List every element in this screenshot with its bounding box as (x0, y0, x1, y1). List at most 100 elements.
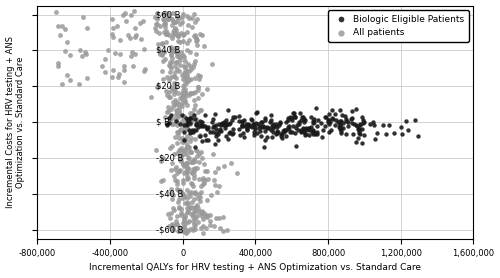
Biologic Eligible Patients (286, 115, 294, 120)
Biologic Eligible Patients (202, 137, 210, 142)
All patients (168, 222, 176, 227)
All patients (195, 208, 203, 213)
All patients (188, 211, 196, 215)
All patients (174, 54, 182, 59)
Text: $20 B: $20 B (156, 82, 180, 91)
Biologic Eligible Patients (248, 117, 256, 122)
All patients (206, 219, 214, 223)
All patients (160, 21, 168, 25)
All patients (194, 160, 202, 165)
All patients (176, 63, 184, 67)
Biologic Eligible Patients (217, 123, 225, 127)
Biologic Eligible Patients (220, 122, 228, 127)
Biologic Eligible Patients (196, 133, 204, 138)
All patients (168, 144, 176, 148)
All patients (152, 21, 160, 26)
All patients (152, 22, 160, 27)
Biologic Eligible Patients (288, 130, 296, 134)
All patients (170, 91, 177, 96)
All patients (171, 116, 179, 120)
All patients (176, 58, 184, 62)
Biologic Eligible Patients (297, 128, 305, 132)
All patients (163, 93, 171, 97)
All patients (120, 79, 128, 84)
All patients (185, 206, 193, 210)
Biologic Eligible Patients (192, 128, 200, 133)
All patients (176, 128, 184, 132)
Biologic Eligible Patients (336, 123, 344, 128)
Biologic Eligible Patients (218, 122, 226, 126)
All patients (183, 166, 191, 171)
All patients (190, 98, 198, 102)
Biologic Eligible Patients (218, 129, 226, 133)
All patients (188, 182, 196, 186)
All patients (189, 159, 197, 163)
Biologic Eligible Patients (200, 133, 208, 137)
Biologic Eligible Patients (318, 135, 326, 139)
All patients (173, 130, 181, 134)
Biologic Eligible Patients (338, 121, 346, 125)
All patients (175, 135, 183, 140)
Biologic Eligible Patients (186, 115, 194, 120)
All patients (220, 164, 228, 168)
Biologic Eligible Patients (250, 122, 258, 126)
Biologic Eligible Patients (328, 128, 336, 132)
All patients (182, 136, 190, 141)
All patients (194, 72, 202, 77)
Biologic Eligible Patients (326, 130, 334, 134)
All patients (204, 176, 212, 181)
Biologic Eligible Patients (204, 124, 212, 129)
Biologic Eligible Patients (218, 120, 226, 125)
Text: $60 B: $60 B (156, 10, 180, 19)
All patients (181, 140, 189, 145)
All patients (214, 190, 222, 195)
Biologic Eligible Patients (288, 118, 296, 122)
All patients (189, 213, 197, 217)
All patients (168, 85, 175, 90)
All patients (178, 91, 186, 95)
Biologic Eligible Patients (271, 124, 279, 128)
All patients (208, 62, 216, 66)
All patients (182, 121, 190, 125)
All patients (178, 33, 186, 38)
All patients (168, 222, 176, 226)
Biologic Eligible Patients (286, 130, 294, 134)
All patients (104, 48, 112, 52)
All patients (192, 148, 200, 153)
Biologic Eligible Patients (256, 123, 264, 128)
All patients (186, 138, 194, 143)
All patients (168, 65, 175, 70)
All patients (54, 61, 62, 65)
All patients (166, 16, 173, 21)
All patients (194, 76, 202, 81)
All patients (186, 76, 194, 81)
Biologic Eligible Patients (342, 119, 350, 124)
Biologic Eligible Patients (230, 115, 238, 119)
All patients (172, 76, 180, 81)
Biologic Eligible Patients (226, 130, 234, 134)
Biologic Eligible Patients (348, 120, 356, 125)
Biologic Eligible Patients (186, 120, 194, 125)
Biologic Eligible Patients (210, 130, 218, 135)
All patients (172, 171, 180, 175)
Biologic Eligible Patients (290, 110, 298, 115)
All patients (178, 191, 186, 195)
Biologic Eligible Patients (240, 135, 248, 139)
Biologic Eligible Patients (269, 130, 277, 134)
All patients (170, 152, 178, 157)
Biologic Eligible Patients (222, 118, 230, 122)
Biologic Eligible Patients (414, 133, 422, 138)
All patients (191, 20, 199, 24)
All patients (188, 200, 196, 204)
All patients (182, 169, 190, 173)
All patients (180, 220, 188, 225)
All patients (186, 111, 194, 116)
Biologic Eligible Patients (332, 117, 340, 122)
Biologic Eligible Patients (296, 120, 304, 124)
All patients (200, 211, 208, 216)
Biologic Eligible Patients (342, 132, 350, 137)
Biologic Eligible Patients (184, 117, 192, 121)
All patients (204, 215, 212, 220)
All patients (224, 228, 232, 232)
All patients (176, 158, 184, 162)
